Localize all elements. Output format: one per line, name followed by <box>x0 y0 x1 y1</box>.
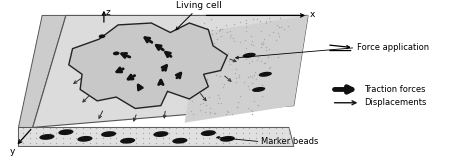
Text: z: z <box>106 8 110 17</box>
Polygon shape <box>18 15 66 128</box>
Ellipse shape <box>220 136 235 142</box>
Ellipse shape <box>252 87 265 92</box>
Text: y: y <box>9 147 15 156</box>
Ellipse shape <box>113 52 119 55</box>
Ellipse shape <box>39 134 55 140</box>
Ellipse shape <box>243 53 256 58</box>
Text: x: x <box>310 10 315 19</box>
Ellipse shape <box>120 138 135 144</box>
Ellipse shape <box>101 131 116 137</box>
Text: Displacements: Displacements <box>364 98 427 107</box>
Polygon shape <box>184 15 308 123</box>
Text: Traction forces: Traction forces <box>364 85 426 94</box>
Ellipse shape <box>99 34 105 38</box>
Polygon shape <box>69 23 228 108</box>
Ellipse shape <box>172 138 187 144</box>
Text: Force application: Force application <box>357 43 429 52</box>
Text: Marker beads: Marker beads <box>261 137 318 146</box>
Ellipse shape <box>58 129 73 135</box>
Polygon shape <box>18 128 294 146</box>
Ellipse shape <box>201 130 216 136</box>
Ellipse shape <box>153 131 168 137</box>
Ellipse shape <box>77 136 92 142</box>
Ellipse shape <box>259 72 272 77</box>
Text: Living cell: Living cell <box>176 1 222 10</box>
Polygon shape <box>33 15 308 128</box>
